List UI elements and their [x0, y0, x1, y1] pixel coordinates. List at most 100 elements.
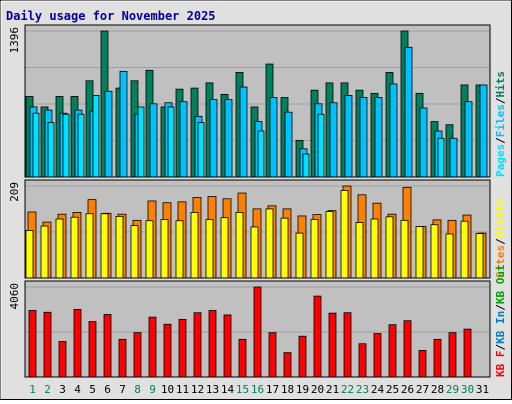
- day-label-22: 22: [341, 383, 354, 396]
- day-label-19: 19: [296, 383, 309, 396]
- day-label-16: 16: [251, 383, 264, 396]
- bar-kb-f-day-13: [208, 310, 217, 378]
- ymax-label-kbytes: 4060: [8, 283, 21, 310]
- bar-visits-day-16: [250, 226, 259, 279]
- bar-kb-f-day-15: [238, 338, 247, 378]
- day-label-23: 23: [356, 383, 369, 396]
- bar-files-day-30: [464, 101, 473, 178]
- bar-visits-day-2: [40, 225, 49, 279]
- chart-title: Daily usage for November 2025: [6, 9, 216, 23]
- bar-kb-f-day-1: [28, 310, 37, 378]
- bar-pages-day-10: [167, 106, 175, 178]
- bar-kb-f-day-29: [448, 332, 457, 378]
- bar-visits-day-10: [160, 219, 169, 279]
- bar-visits-day-12: [190, 212, 199, 279]
- bar-files-day-15: [239, 86, 248, 178]
- bar-kb-f-day-3: [58, 341, 67, 378]
- bar-kb-f-day-27: [418, 349, 427, 378]
- day-label-24: 24: [371, 383, 385, 396]
- day-label-1: 1: [29, 383, 36, 396]
- bar-kb-f-day-19: [298, 335, 307, 378]
- bar-kb-f-day-5: [88, 321, 97, 378]
- plot-border-visits-sites: [24, 179, 491, 279]
- bar-kb-f-day-30: [463, 328, 472, 378]
- day-label-20: 20: [311, 383, 324, 396]
- bar-pages-day-28: [437, 137, 445, 178]
- legend-entry-pages: Pages: [494, 144, 507, 177]
- bar-kb-f-day-28: [433, 338, 442, 378]
- bar-files-day-23: [359, 97, 368, 178]
- day-label-8: 8: [134, 383, 141, 396]
- chart-panel-kbytes: 4060 KB F/KB In/KB Out: [8, 264, 507, 378]
- legend-separator: /: [494, 344, 507, 351]
- day-label-4: 4: [74, 383, 81, 396]
- bar-kb-f-day-14: [223, 314, 232, 378]
- bar-visits-day-19: [295, 232, 304, 279]
- day-label-29: 29: [446, 383, 459, 396]
- legend-entry-kb-out: KB Out: [494, 264, 507, 304]
- day-label-17: 17: [266, 383, 279, 396]
- bar-files-day-27: [419, 107, 428, 178]
- bar-visits-day-18: [280, 217, 289, 279]
- bar-files-day-25: [389, 83, 398, 178]
- bar-visits-day-1: [25, 230, 34, 279]
- bar-visits-day-8: [130, 225, 139, 279]
- bar-visits-day-31: [475, 233, 484, 279]
- bar-visits-day-6: [100, 213, 109, 279]
- bar-pages-day-16: [257, 130, 265, 178]
- bar-pages-day-19: [302, 153, 310, 178]
- legend-entry-kb-in: KB In: [494, 311, 507, 344]
- bar-files-day-22: [344, 95, 353, 178]
- legend-kbytes: KB F/KB In/KB Out: [494, 264, 507, 377]
- plot-border-hits-files-pages: [24, 24, 491, 178]
- bar-kb-f-day-7: [118, 338, 127, 378]
- bar-kb-f-day-22: [343, 312, 352, 378]
- bar-kb-f-day-9: [148, 316, 157, 378]
- bar-kb-f-day-17: [268, 332, 277, 378]
- bar-kb-f-day-2: [43, 311, 52, 378]
- bar-files-day-6: [104, 90, 113, 178]
- legend-separator: /: [494, 97, 507, 104]
- day-label-15: 15: [236, 383, 249, 396]
- legend-entry-hits: Hits: [494, 71, 507, 98]
- bar-files-day-7: [119, 70, 128, 178]
- bar-visits-day-20: [310, 219, 319, 279]
- day-label-10: 10: [161, 383, 174, 396]
- bar-visits-day-24: [370, 218, 379, 279]
- day-label-27: 27: [416, 383, 429, 396]
- day-label-5: 5: [89, 383, 96, 396]
- bar-files-day-26: [404, 46, 413, 178]
- bar-kb-f-day-6: [103, 314, 112, 378]
- legend-hits-files-pages: Pages/Files/Hits: [494, 71, 507, 177]
- legend-separator: /: [494, 304, 507, 311]
- bar-kb-f-day-26: [403, 320, 412, 378]
- bar-pages-day-5: [92, 95, 100, 178]
- bar-files-day-17: [269, 97, 278, 178]
- day-label-28: 28: [431, 383, 444, 396]
- day-label-2: 2: [44, 383, 51, 396]
- bar-pages-day-3: [62, 113, 70, 178]
- day-label-9: 9: [149, 383, 156, 396]
- day-label-21: 21: [326, 383, 339, 396]
- bar-pages-day-1: [32, 112, 40, 178]
- bar-kb-f-day-24: [373, 333, 382, 378]
- ymax-label-visits-sites: 209: [8, 182, 21, 202]
- bar-pages-day-4: [77, 113, 85, 178]
- bar-visits-day-27: [415, 226, 424, 279]
- bar-visits-day-7: [115, 215, 124, 279]
- plot-border-kbytes: [24, 280, 491, 378]
- day-label-31: 31: [476, 383, 489, 396]
- legend-visits-sites: Sites/Visits: [494, 199, 507, 279]
- bar-kb-f-day-21: [328, 312, 337, 378]
- day-label-13: 13: [206, 383, 219, 396]
- bar-files-day-31: [479, 84, 488, 178]
- bar-pages-day-12: [197, 122, 205, 178]
- bar-visits-day-22: [340, 190, 349, 279]
- bar-visits-day-5: [85, 213, 94, 279]
- day-label-25: 25: [386, 383, 399, 396]
- bar-kb-f-day-20: [313, 295, 322, 378]
- legend-entry-visits: Visits: [494, 199, 507, 239]
- bar-files-day-11: [179, 101, 188, 178]
- bar-visits-day-9: [145, 220, 154, 279]
